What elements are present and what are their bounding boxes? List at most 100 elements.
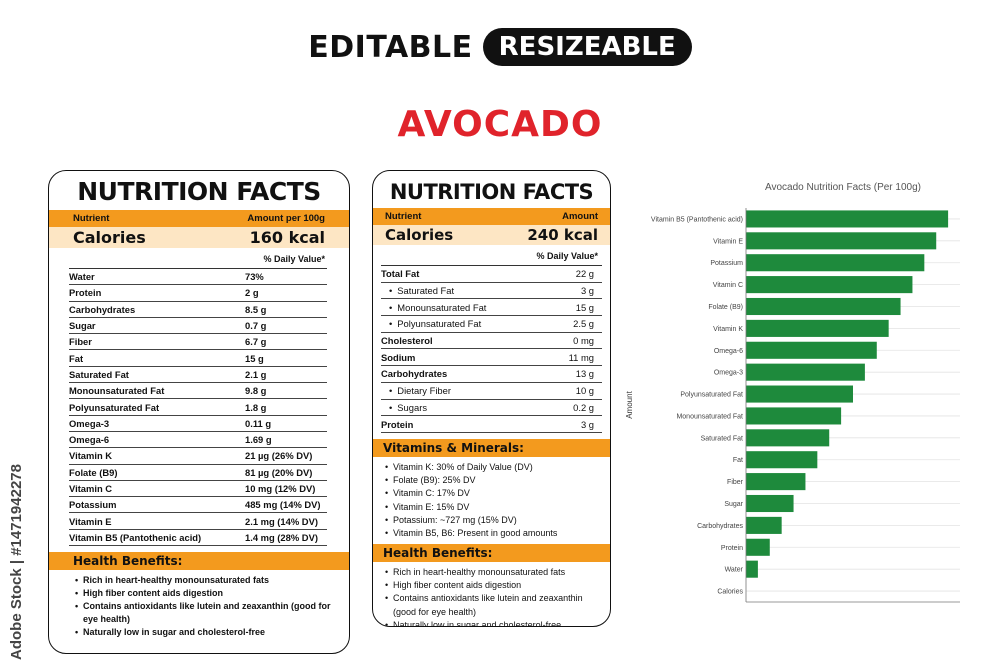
calories-value: 160 kcal: [249, 228, 325, 247]
nutrient-amount: 6.7 g: [245, 336, 267, 348]
nutrient-amount: 485 mg (14% DV): [245, 499, 321, 511]
nutrient-amount: 2.5 g: [573, 318, 594, 330]
vitamins-minerals-heading: Vitamins & Minerals:: [373, 438, 610, 457]
nutrient-row: Fat 15 g: [69, 350, 327, 367]
calories-row: Calories 240 kcal: [373, 225, 610, 245]
bar: [746, 319, 889, 337]
card-title: NUTRITION FACTS: [77, 177, 321, 206]
list-item: Rich in heart-healthy monounsaturated fa…: [75, 574, 341, 587]
calories-row: Calories 160 kcal: [49, 227, 349, 248]
list-item: Vitamin E: 15% DV: [385, 501, 602, 515]
list-item: Naturally low in sugar and cholesterol-f…: [75, 626, 341, 639]
category-label: Monounsaturated Fat: [676, 413, 743, 420]
nutrient-name: Sugars: [381, 402, 573, 413]
nutrient-row: Total Fat 22 g: [381, 266, 602, 283]
list-item: Contains antioxidants like lutein and ze…: [385, 592, 602, 619]
nutrient-row: Folate (B9) 81 µg (20% DV): [69, 465, 327, 481]
nutrient-name: Dietary Fiber: [381, 385, 576, 396]
col-nutrient: Nutrient: [385, 211, 422, 222]
header: EDITABLE RESIZEABLE: [0, 28, 1000, 66]
nutrient-name: Polyunsaturated Fat: [381, 318, 573, 329]
health-benefits-list: Rich in heart-healthy monounsaturated fa…: [49, 574, 349, 639]
nutrient-amount: 81 µg (20% DV): [245, 466, 313, 478]
nutrient-row: Omega-6 1.69 g: [69, 432, 327, 449]
nutrient-name: Fat: [69, 352, 84, 364]
y-axis-label: Amount: [625, 390, 634, 418]
nutrient-name: Protein: [69, 287, 102, 299]
nutrient-name: Fiber: [69, 336, 92, 348]
nutrient-row: Protein 3 g: [381, 416, 602, 433]
nutrient-row: Potassium 485 mg (14% DV): [69, 497, 327, 514]
stock-watermark: Adobe Stock | #1471942278: [8, 464, 25, 660]
list-item: Contains antioxidants like lutein and ze…: [75, 600, 341, 626]
category-label: Vitamin K: [713, 326, 743, 333]
nutrient-table: Water 73% Protein 2 g Carbohydrates 8.5 g Suga…: [69, 268, 327, 547]
column-header: Nutrient Amount per 100g: [49, 210, 349, 227]
list-item: High fiber content aids digestion: [385, 579, 602, 593]
nutrient-amount: 10 mg (12% DV): [245, 483, 316, 494]
nutrient-row: Vitamin C 10 mg (12% DV): [69, 481, 327, 498]
nutrient-row: Carbohydrates 13 g: [381, 366, 602, 383]
nutrient-amount: 1.69 g: [245, 434, 272, 446]
category-label: Calories: [717, 589, 743, 596]
nutrient-amount: 2.1 mg (14% DV): [245, 515, 318, 527]
nutrient-amount: 3 g: [580, 418, 594, 430]
nutrient-row: Vitamin B5 (Pantothenic acid) 1.4 mg (28%…: [69, 530, 327, 547]
chart-title: Avocado Nutrition Facts (Per 100g): [765, 182, 921, 193]
nutrient-amount: 0 mg: [573, 335, 594, 347]
nutrient-amount: 0.11 g: [245, 417, 272, 429]
bar: [746, 407, 842, 425]
list-item: Vitamin C: 17% DV: [385, 487, 602, 501]
nutrient-name: Saturated Fat: [381, 285, 581, 296]
calories-value: 240 kcal: [527, 226, 598, 244]
bar: [746, 451, 818, 469]
category-label: Carbohydrates: [697, 523, 743, 530]
health-benefits-heading: Health Benefits:: [373, 543, 610, 562]
vitamins-list: Vitamin K: 30% of Daily Value (DV)Folate…: [373, 461, 610, 541]
nutrient-name: Vitamin E: [69, 515, 112, 527]
category-label: Omega-3: [714, 370, 743, 377]
nutrition-bar-chart: Avocado Nutrition Facts (Per 100g) Amount…: [620, 176, 980, 616]
bar: [746, 232, 937, 250]
category-label: Vitamin B5 (Pantothenic acid): [651, 216, 743, 223]
category-label: Polyunsaturated Fat: [680, 392, 743, 399]
nutrient-row: Vitamin E 2.1 mg (14% DV): [69, 513, 327, 530]
nutrient-name: Water: [69, 271, 95, 283]
category-label: Protein: [721, 545, 743, 552]
nutrient-amount: 73%: [245, 271, 264, 283]
category-label: Sugar: [724, 501, 743, 508]
nutrient-name: Vitamin C: [69, 483, 113, 494]
health-benefits-heading: Health Benefits:: [49, 552, 349, 571]
card-title: NUTRITION FACTS: [389, 180, 594, 204]
bar: [746, 276, 913, 294]
nutrient-row: Water 73%: [69, 269, 327, 286]
col-amount: Amount: [562, 211, 598, 222]
list-item: Vitamin B5, B6: Present in good amounts: [385, 527, 602, 541]
category-label: Vitamin C: [713, 282, 743, 289]
nutrient-name: Omega-6: [69, 434, 110, 446]
editable-label: EDITABLE: [308, 29, 473, 65]
category-label: Saturated Fat: [701, 435, 743, 442]
chart-svg: Avocado Nutrition Facts (Per 100g) Amount…: [625, 182, 960, 603]
nutrient-row: Vitamin K 21 µg (26% DV): [69, 448, 327, 465]
bar: [746, 385, 853, 403]
bar: [746, 494, 794, 513]
category-label: Fat: [733, 457, 743, 464]
product-title: AVOCADO: [397, 104, 603, 145]
nutrient-name: Monounsaturated Fat: [381, 302, 576, 313]
nutrient-amount: 0.2 g: [573, 401, 594, 413]
nutrient-name: Cholesterol: [381, 335, 433, 347]
nutrient-name: Omega-3: [69, 417, 110, 429]
nutrient-amount: 13 g: [575, 368, 594, 380]
nutrient-name: Saturated Fat: [69, 368, 129, 380]
category-label: Omega-6: [714, 348, 743, 355]
nutrient-amount: 0.7 g: [245, 320, 267, 332]
nutrient-amount: 1.4 mg (28% DV): [245, 531, 318, 543]
bar: [746, 560, 758, 578]
nutrient-amount: 22 g: [575, 268, 594, 280]
bar: [746, 473, 806, 491]
nutrient-row: Cholesterol 0 mg: [381, 333, 602, 350]
